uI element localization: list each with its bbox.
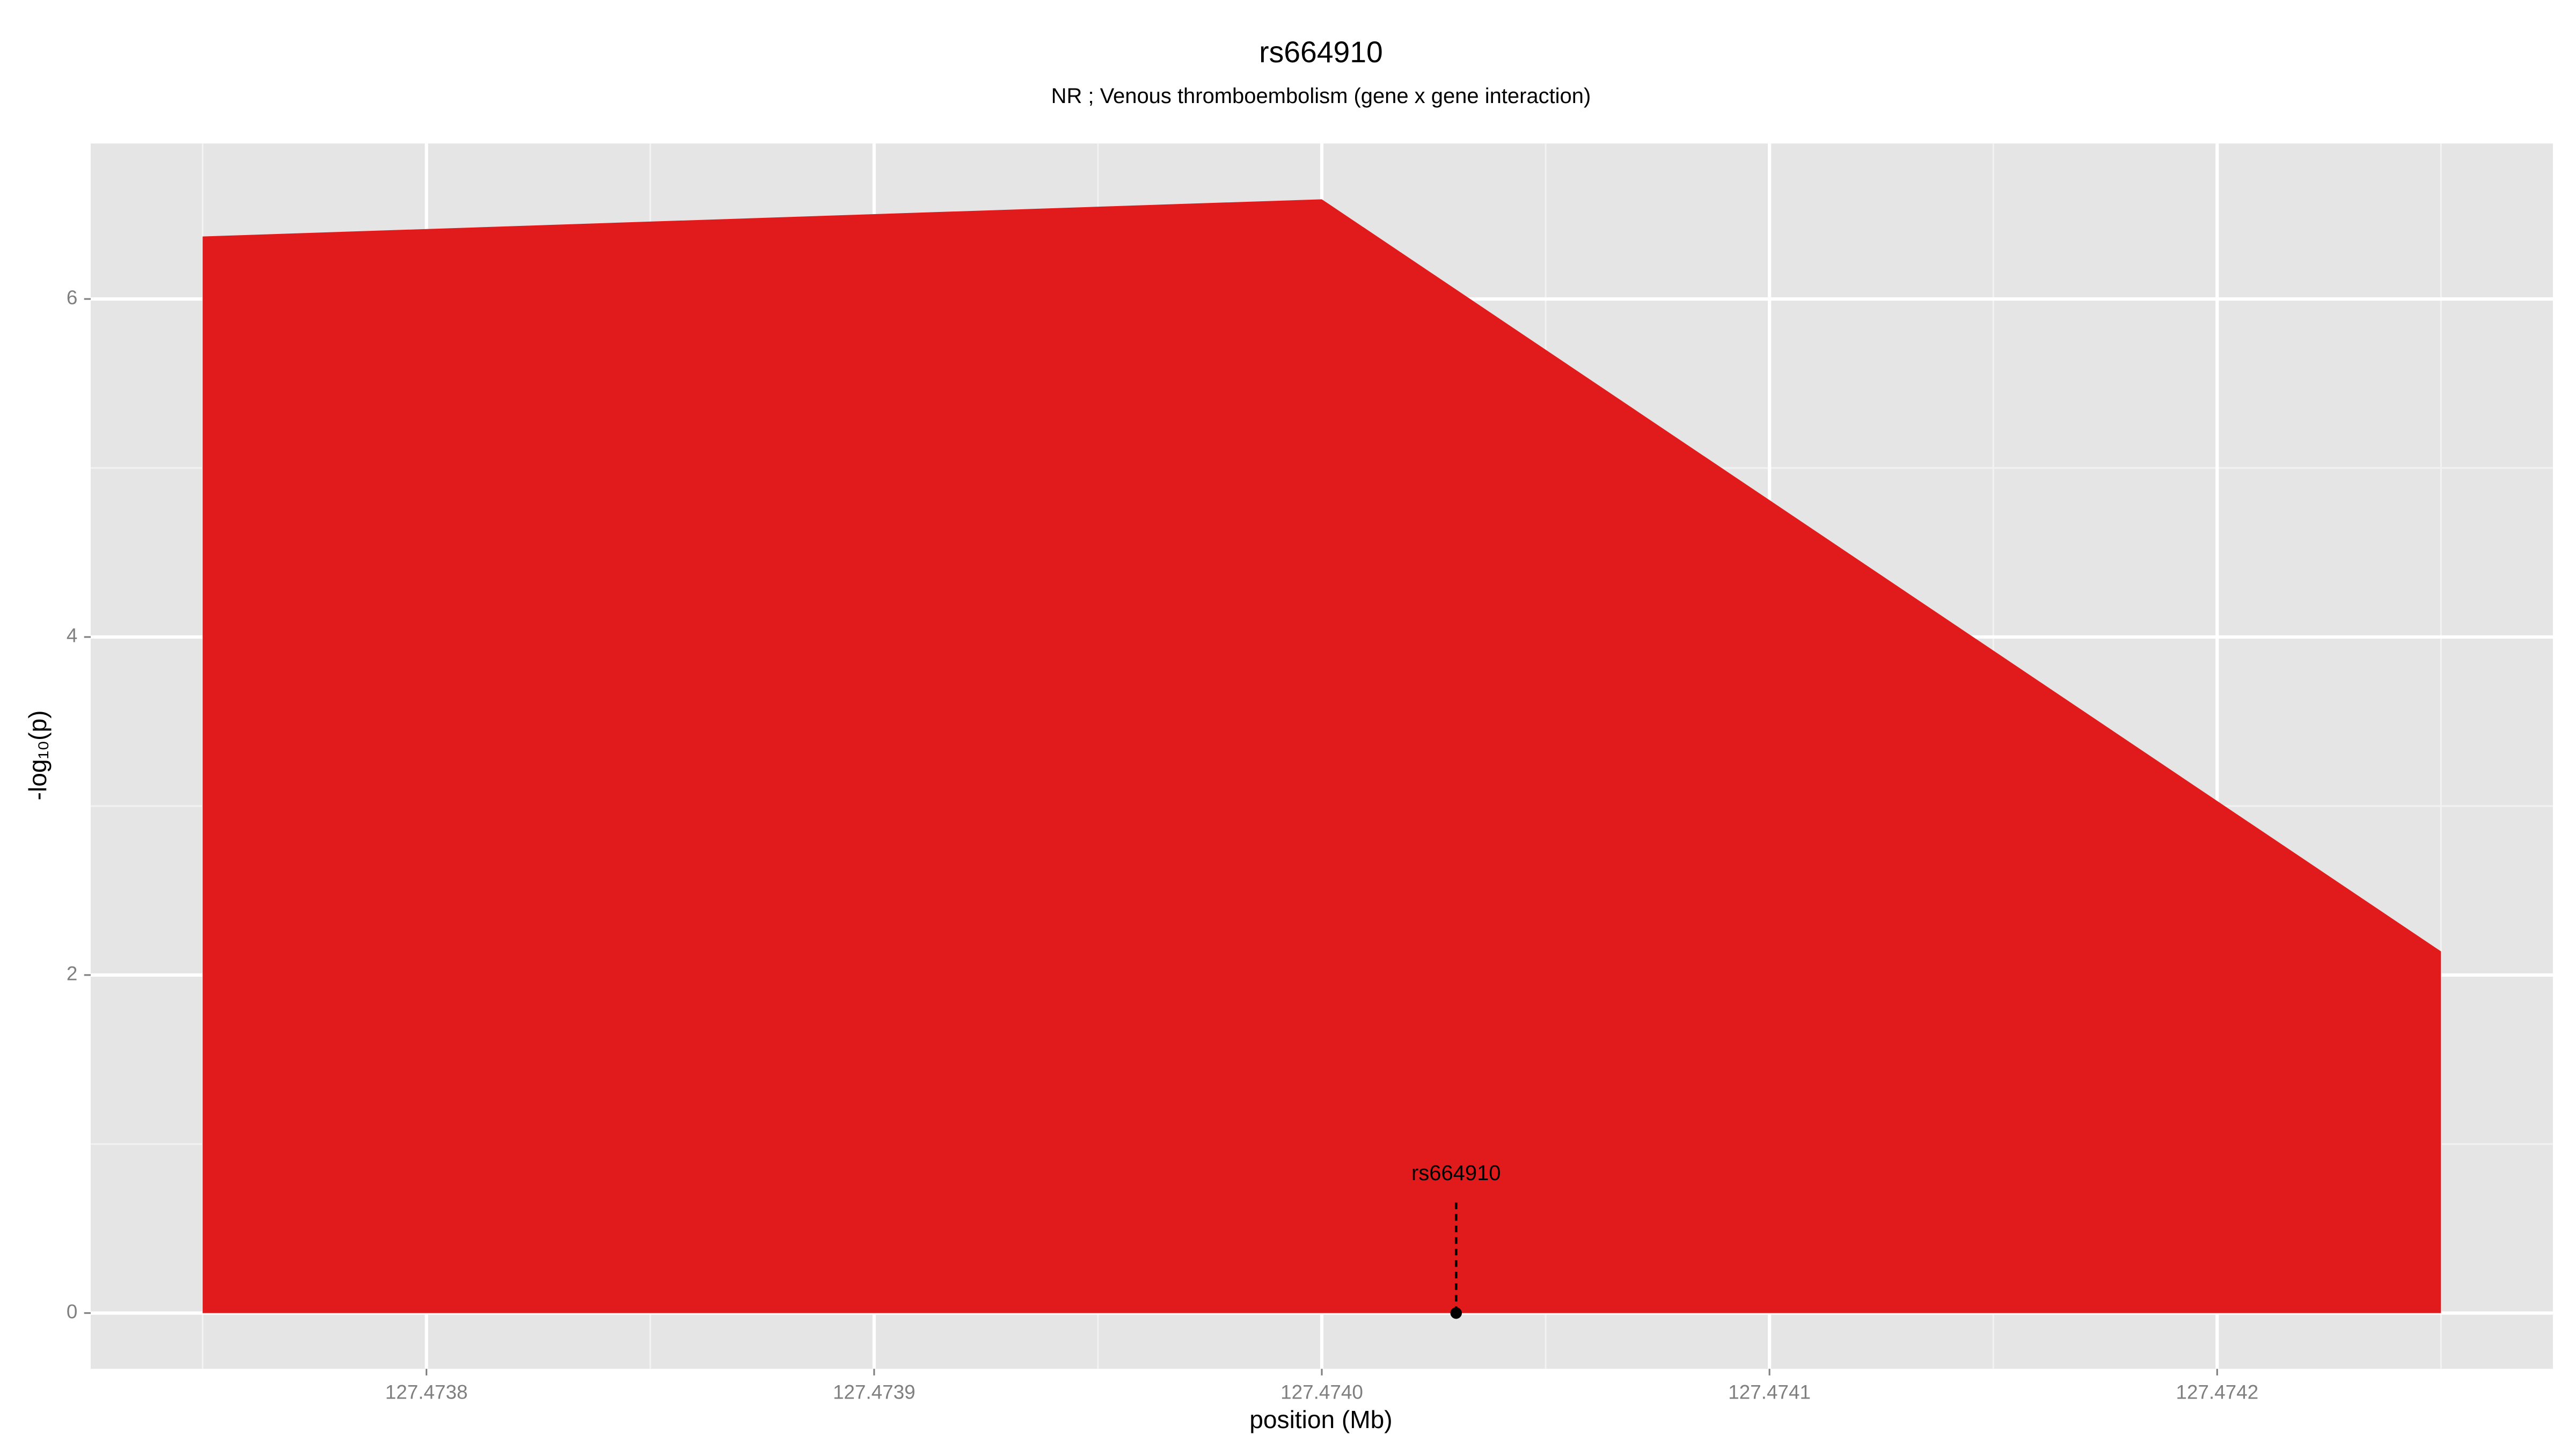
- x-tick-label: 127.4742: [2176, 1381, 2258, 1403]
- x-axis-label: position (Mb): [1249, 1406, 1392, 1433]
- y-tick-label: 6: [67, 287, 78, 309]
- annotation-label: rs664910: [1411, 1161, 1501, 1185]
- x-tick-label: 127.4740: [1280, 1381, 1363, 1403]
- x-tick-label: 127.4738: [385, 1381, 468, 1403]
- annotation-point: [1450, 1307, 1462, 1319]
- y-tick-label: 2: [67, 963, 78, 985]
- x-tick-label: 127.4739: [833, 1381, 916, 1403]
- area: [202, 199, 2441, 1313]
- y-tick-label: 0: [67, 1300, 78, 1322]
- y-axis-label: -log₁₀(p): [24, 711, 52, 801]
- chart-title: rs664910: [1259, 35, 1383, 69]
- chart-subtitle: NR ; Venous thromboembolism (gene x gene…: [1051, 84, 1591, 108]
- y-tick-label: 4: [67, 625, 78, 647]
- x-tick-label: 127.4741: [1728, 1381, 1811, 1403]
